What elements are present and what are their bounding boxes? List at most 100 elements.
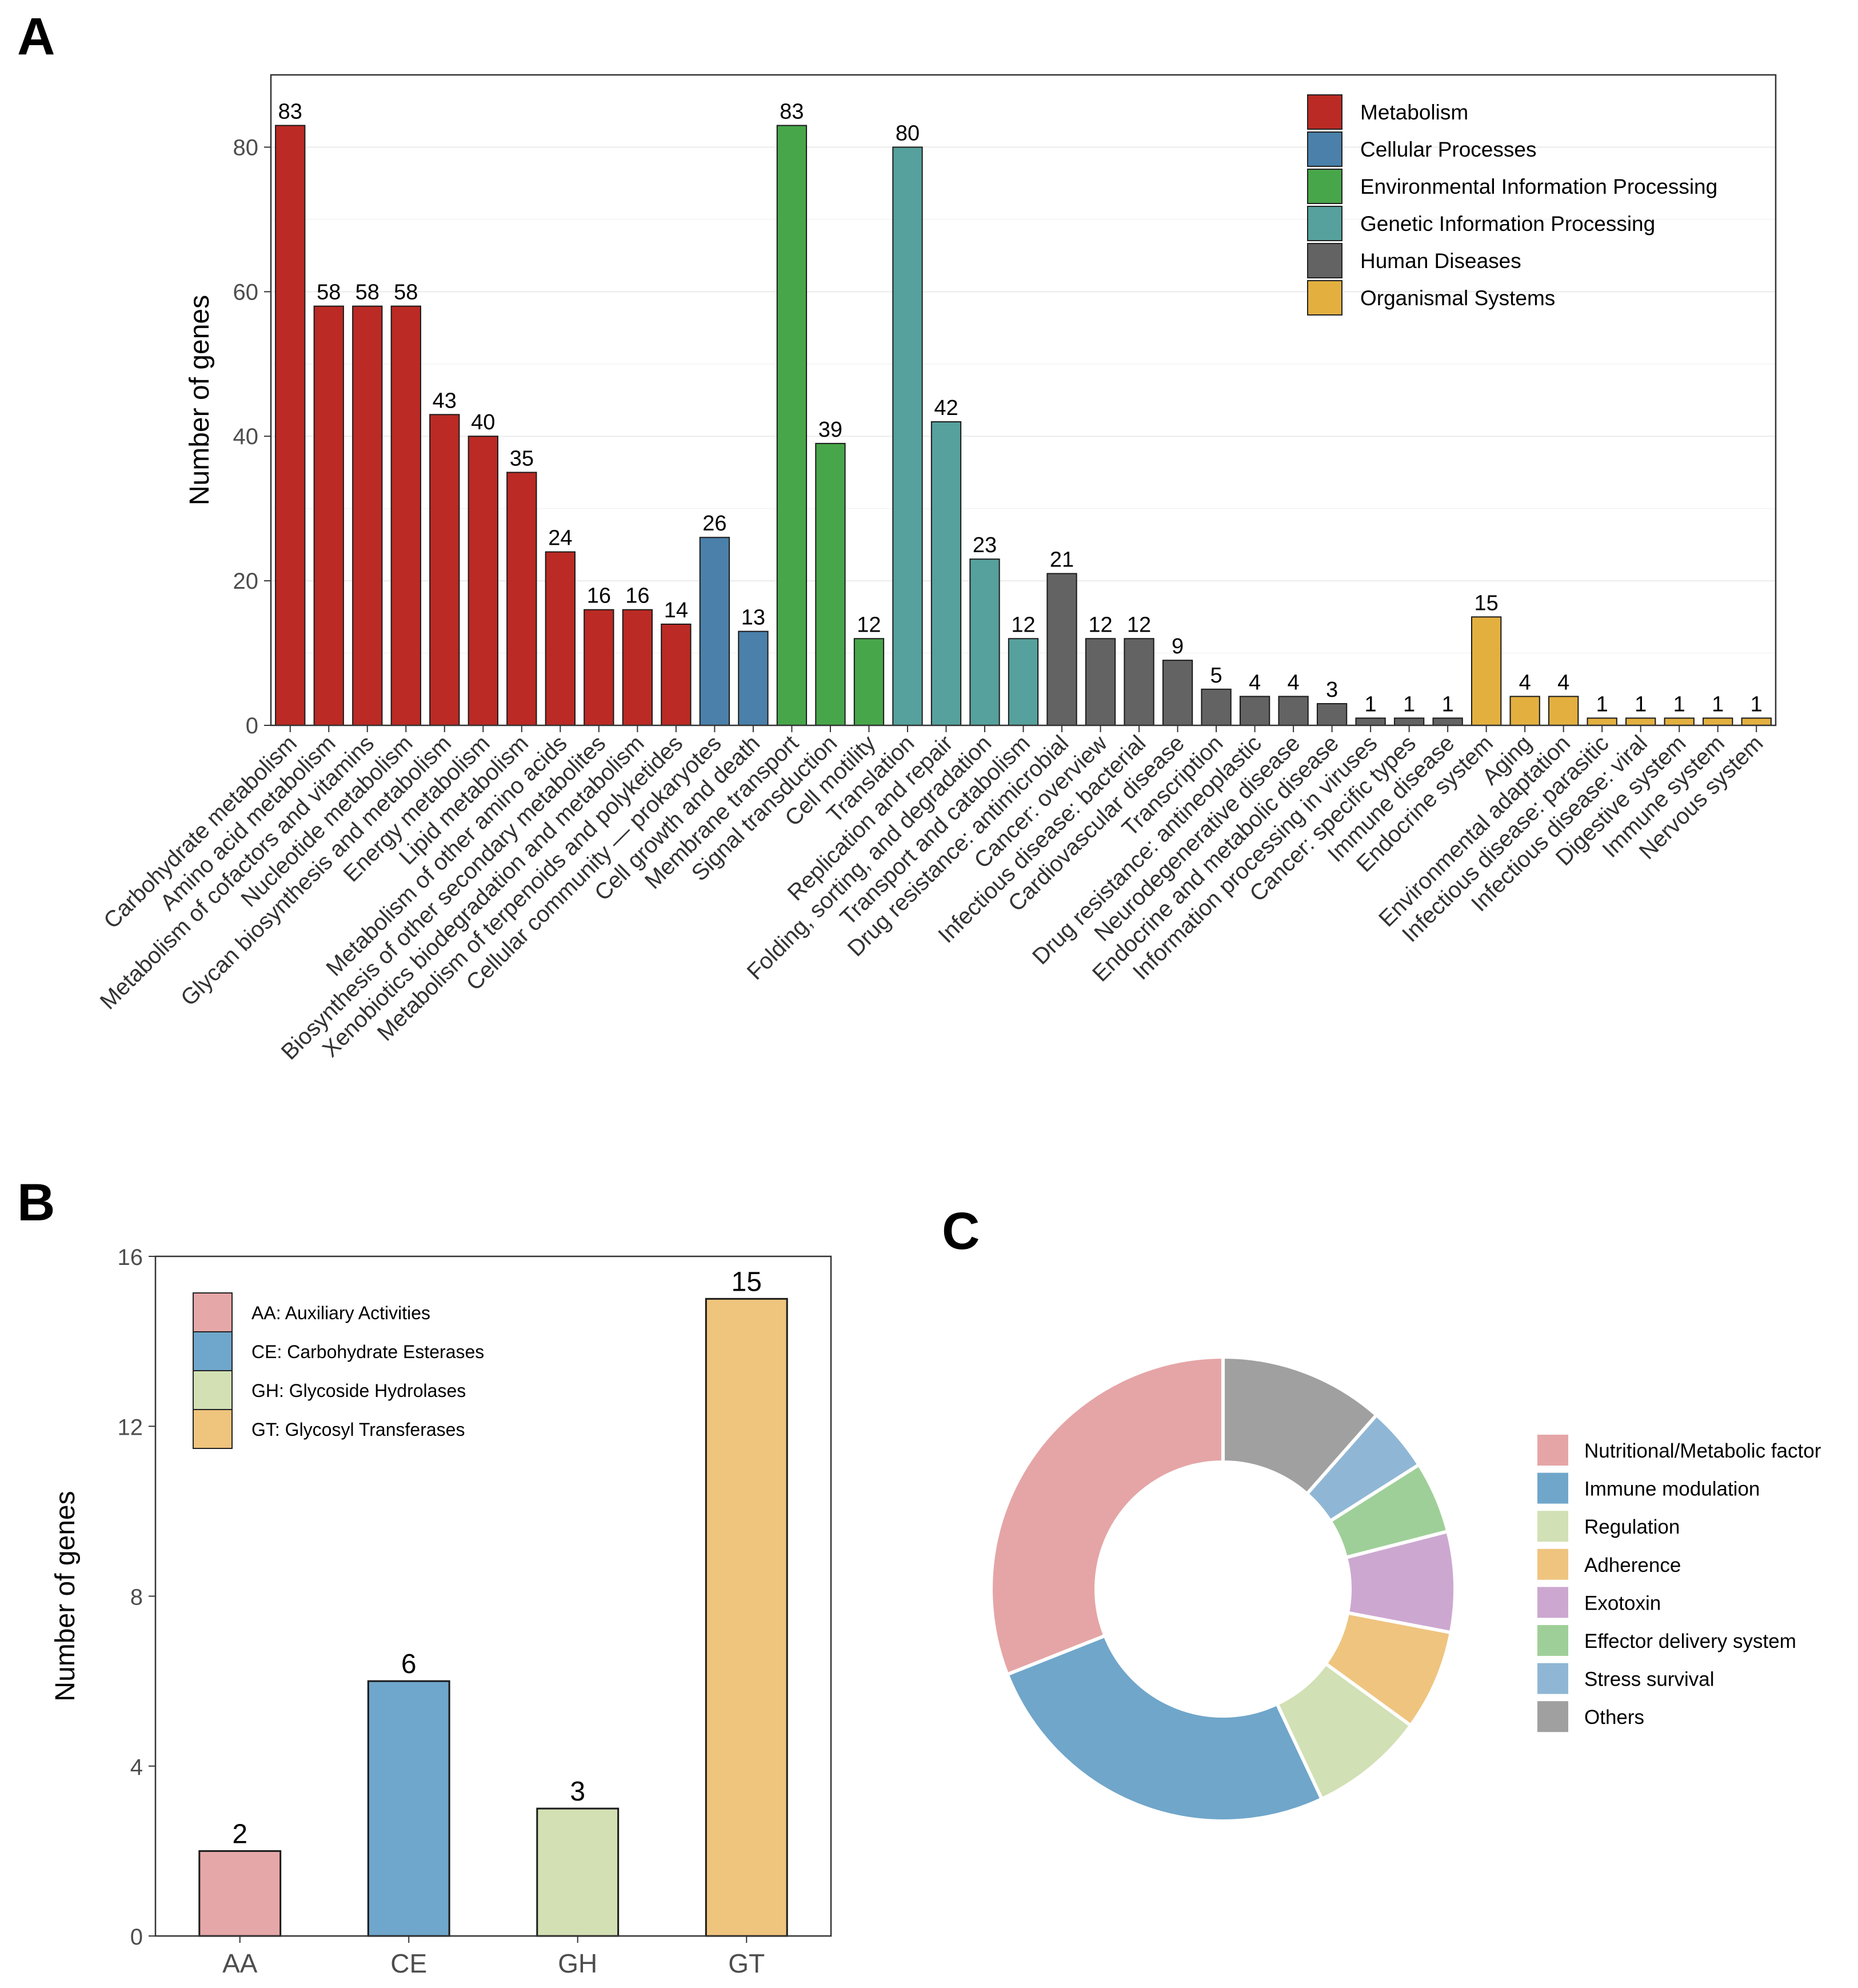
- bar-a: [1201, 688, 1232, 726]
- data-label-a: 1: [1673, 692, 1685, 716]
- y-axis-title-b: Number of genes: [50, 1491, 81, 1701]
- bar-a: [1703, 717, 1733, 726]
- legend-swatch-a: [1307, 131, 1342, 167]
- data-label-a: 26: [702, 512, 726, 536]
- legend-swatch-a: [1307, 280, 1342, 316]
- data-label-a: 13: [741, 606, 765, 630]
- legend-label-c: Regulation: [1584, 1516, 1680, 1538]
- bar-a: [1046, 573, 1077, 726]
- legend-label-b: GH: Glycoside Hydrolases: [251, 1380, 466, 1401]
- bar-a: [1124, 638, 1154, 726]
- data-label-a: 83: [780, 100, 804, 124]
- data-label-a: 39: [818, 418, 842, 442]
- bar-a: [661, 623, 692, 726]
- bar-a: [352, 305, 383, 726]
- data-label-a: 15: [1475, 591, 1499, 615]
- legend-swatch-c: [1537, 1548, 1568, 1580]
- legend-label-c: Stress survival: [1584, 1668, 1715, 1691]
- legend-swatch-a: [1307, 243, 1342, 278]
- legend-swatch-c: [1537, 1472, 1568, 1504]
- data-label-a: 1: [1751, 692, 1763, 716]
- bar-a: [584, 609, 614, 726]
- data-label-a: 4: [1519, 670, 1531, 694]
- data-label-a: 80: [896, 121, 920, 145]
- bar-b: [705, 1298, 788, 1937]
- x-tick-label-b: GH: [558, 1949, 597, 1978]
- legend-label-b: AA: Auxiliary Activities: [251, 1303, 430, 1323]
- data-label-a: 14: [664, 598, 688, 622]
- data-label-a: 5: [1210, 664, 1222, 688]
- data-label-a: 16: [625, 584, 649, 608]
- bar-a: [1008, 638, 1039, 726]
- bar-a: [1625, 717, 1656, 726]
- data-label-a: 12: [857, 613, 881, 637]
- legend-swatch-a: [1307, 206, 1342, 241]
- legend-swatch-c: [1537, 1511, 1568, 1542]
- bar-a: [1664, 717, 1695, 726]
- data-label-a: 1: [1712, 692, 1724, 716]
- data-label-a: 1: [1442, 692, 1454, 716]
- bar-a: [506, 472, 537, 726]
- bar-a: [1548, 696, 1579, 726]
- data-label-a: 3: [1326, 678, 1338, 702]
- data-label-a: 4: [1249, 670, 1261, 694]
- legend-swatch-b: [193, 1331, 233, 1371]
- y-tick-label-a: 40: [233, 424, 259, 449]
- data-label-a: 16: [587, 584, 611, 608]
- legend-label-c: Others: [1584, 1706, 1644, 1728]
- legend-label-a: Metabolism: [1360, 101, 1468, 124]
- bar-a: [1471, 616, 1502, 726]
- chart-b-cazyme-classes: 2 AA 6 CE 3 GH 15 GT 0 4 8 12 16 Number of genes AA: A…: [50, 1245, 832, 1978]
- bar-b: [198, 1850, 282, 1937]
- bar-a: [1587, 717, 1617, 726]
- legend-swatch-b: [193, 1292, 233, 1332]
- bar-a: [1355, 717, 1386, 726]
- data-label-a: 24: [548, 526, 572, 550]
- donut-slice: [1221, 1355, 1379, 1496]
- legend-swatch-c: [1537, 1625, 1568, 1656]
- panel-letter-b: B: [17, 1173, 55, 1232]
- legend-swatch-a: [1307, 169, 1342, 204]
- data-label-a: 4: [1557, 670, 1569, 694]
- panel-letter-a: A: [17, 7, 55, 66]
- data-label-a: 58: [355, 281, 379, 305]
- donut-slice: [1005, 1633, 1324, 1823]
- legend-label-a: Environmental Information Processing: [1360, 175, 1717, 198]
- data-label-a: 42: [934, 396, 958, 420]
- legend-label-a: Genetic Information Processing: [1360, 212, 1655, 235]
- legend-label-a: Cellular Processes: [1360, 138, 1536, 161]
- chart-c-virulence-donut: Nutritional/Metabolic factor Immune modul…: [989, 1355, 1821, 1823]
- y-tick-label-b: 0: [130, 1925, 143, 1950]
- data-label-a: 1: [1635, 692, 1647, 716]
- data-label-a: 9: [1172, 634, 1184, 658]
- legend-label-a: Human Diseases: [1360, 249, 1521, 273]
- data-label-a: 58: [317, 281, 341, 305]
- legend-swatch-a: [1307, 94, 1342, 130]
- data-label-a: 1: [1596, 692, 1608, 716]
- y-axis-title-a: Number of genes: [185, 295, 215, 505]
- y-tick-label-a: 20: [233, 569, 259, 594]
- bar-a: [1085, 638, 1116, 726]
- data-label-a: 12: [1011, 613, 1035, 637]
- legend-swatch-c: [1537, 1587, 1568, 1618]
- data-label-a: 40: [471, 410, 495, 434]
- bar-b: [536, 1807, 620, 1937]
- y-tick-label-a: 60: [233, 280, 259, 305]
- legend-label-a: Organismal Systems: [1360, 286, 1555, 310]
- legend-label-c: Adherence: [1584, 1554, 1681, 1576]
- legend-swatch-b: [193, 1370, 233, 1410]
- data-label-a: 4: [1288, 670, 1300, 694]
- bar-a: [853, 638, 885, 726]
- data-label-a: 12: [1127, 613, 1151, 637]
- x-tick-label-b: CE: [390, 1949, 427, 1978]
- legend-label-b: GT: Glycosyl Transferases: [251, 1419, 465, 1440]
- bar-a: [1162, 660, 1193, 726]
- y-tick-label-b: 16: [118, 1245, 143, 1270]
- legend-swatch-c: [1537, 1663, 1568, 1694]
- legend-label-c: Nutritional/Metabolic factor: [1584, 1440, 1821, 1462]
- bar-a: [622, 609, 653, 726]
- bar-a: [1316, 703, 1348, 726]
- data-label-a: 1: [1403, 692, 1415, 716]
- bar-a: [776, 125, 808, 726]
- y-tick-label-a: 80: [233, 135, 259, 160]
